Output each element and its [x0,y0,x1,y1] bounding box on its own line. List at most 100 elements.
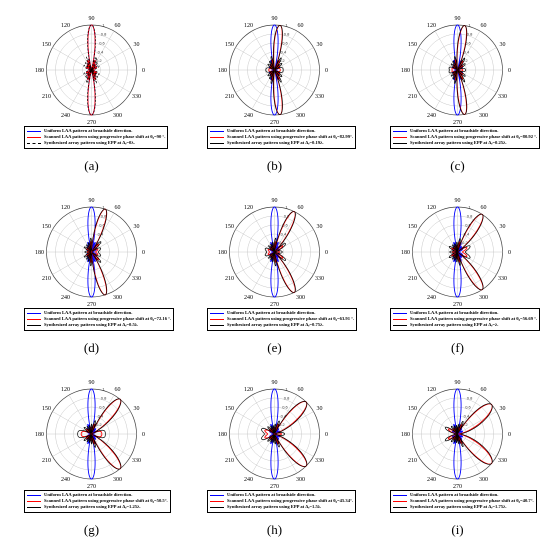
angle-tick-label: 0 [325,432,328,438]
radial-tick-label: 0.8 [467,214,473,219]
grid-spoke [235,69,275,93]
angle-tick-label: 210 [408,94,417,100]
radial-tick-label: 0.6 [99,222,105,227]
synthesized-pattern-line [83,208,108,296]
legend-label: Synthesized array pattern using EPP at Δ… [410,322,499,328]
polar-panel: 90 60 30 0 330 300 270 240 210 180 150 120 1 0.8 0.6 0.… [366,0,549,182]
legend-label: Uniform LAA pattern at broadside directi… [227,128,316,133]
panel-caption: (a) [84,158,99,173]
angle-tick-label: 240 [61,295,70,301]
angle-tick-label: 330 [315,94,324,100]
angle-tick-label: 60 [298,387,304,393]
synthesized-pattern-line [448,25,468,115]
radial-tick-label: 0.4 [464,413,470,418]
grid-spoke [251,69,275,110]
angle-tick-label: 30 [317,406,323,412]
panel-caption: (c) [450,158,465,173]
angle-tick-label: 300 [113,477,122,483]
angle-tick-label: 150 [42,42,51,48]
legend-swatch [393,325,407,326]
radial-tick-label: 0.6 [282,404,288,409]
legend-entry: Synthesized array pattern using EPP at Δ… [27,140,165,146]
legend-label: Synthesized array pattern using EPP at Δ… [44,504,141,510]
legend-entry: Synthesized array pattern using EPP at Δ… [27,504,168,510]
synthesized-pattern-line [444,403,493,465]
grid-spoke [457,411,497,435]
radial-tick-label: 0.6 [282,222,288,227]
legend-entry: Uniform LAA pattern at broadside directi… [210,492,353,498]
angle-tick-label: 30 [500,406,506,412]
grid-spoke [434,433,458,474]
angle-tick-label: 60 [298,23,304,29]
angle-tick-label: 180 [218,250,227,256]
radial-tick-label: 0.6 [465,404,471,409]
polar-panel: 90 60 30 0 330 300 270 240 210 180 150 120 1 0.8 0.6 0.… [366,182,549,364]
angle-tick-label: 60 [481,23,487,29]
legend-entry: Uniform LAA pattern at broadside directi… [27,128,165,134]
grid-spoke [418,229,458,253]
polar-panel: 90 60 30 0 330 300 270 240 210 180 150 120 1 0.8 0.6 0.… [183,0,366,182]
grid-spoke [251,30,275,71]
polar-panel: 90 60 30 0 330 300 270 240 210 180 150 120 1 0.8 0.6 0.… [183,364,366,546]
grid-spoke [457,69,497,93]
radial-tick-label: 1 [102,387,105,392]
angle-tick-label: 60 [115,205,121,211]
polar-panel: 90 60 30 0 330 300 270 240 210 180 150 120 1 0.8 0.6 0.… [366,364,549,546]
radial-tick-label: 0.2 [279,422,285,427]
synthesized-pattern-line [261,400,308,468]
legend-entry: Uniform LAA pattern at broadside directi… [393,492,534,498]
angle-tick-label: 90 [89,16,95,22]
angle-tick-label: 150 [408,406,417,412]
legend-entry: Synthesized array pattern using EPP at Δ… [210,504,353,510]
legend-entry: Uniform LAA pattern at broadside directi… [393,310,537,316]
grid-spoke [52,411,92,435]
radial-tick-label: 0.2 [279,58,285,63]
legend-swatch [210,325,224,326]
angle-tick-label: 90 [455,198,461,204]
radial-tick-label: 0.4 [464,49,470,54]
angle-tick-label: 180 [401,250,410,256]
synthesized-pattern-line [83,24,100,116]
angle-tick-label: 330 [498,276,507,282]
radial-tick-label: 0.8 [101,396,107,401]
polar-panel: 90 60 30 0 330 300 270 240 210 180 150 120 1 0.8 0.6 0.… [0,182,183,364]
angle-tick-label: 210 [42,458,51,464]
angle-tick-label: 210 [225,276,234,282]
legend-label: Synthesized array pattern using EPP at Δ… [410,140,507,146]
angle-tick-label: 330 [498,94,507,100]
legend-entry: Synthesized array pattern using EPP at Δ… [393,322,537,328]
angle-tick-label: 60 [298,205,304,211]
angle-tick-label: 240 [61,477,70,483]
legend-swatch [27,494,41,496]
legend: Uniform LAA pattern at broadside directi… [24,490,171,513]
radial-tick-label: 1 [468,23,471,28]
angle-tick-label: 270 [453,302,462,307]
angle-tick-label: 270 [453,484,462,489]
angle-tick-label: 210 [225,458,234,464]
angle-tick-label: 150 [408,42,417,48]
angle-tick-label: 150 [225,406,234,412]
grid-spoke [52,433,92,457]
angle-tick-label: 90 [455,380,461,386]
angle-tick-label: 120 [61,387,70,393]
legend-label: Scanned LAA pattern using progressive ph… [227,498,353,504]
grid-spoke [68,30,92,71]
legend-label: Scanned LAA pattern using progressive ph… [44,316,172,322]
angle-tick-label: 60 [481,387,487,393]
angle-tick-label: 90 [272,16,278,22]
legend-swatch [27,507,41,508]
angle-tick-label: 210 [408,276,417,282]
radial-tick-label: 0.8 [284,396,290,401]
grid-spoke [457,433,497,457]
angle-tick-label: 0 [325,250,328,256]
angle-tick-label: 0 [325,68,328,74]
angle-tick-label: 180 [218,68,227,74]
angle-tick-label: 240 [244,295,253,301]
legend: Uniform LAA pattern at broadside directi… [207,490,356,513]
synthesized-pattern-line [448,213,484,291]
legend-label: Scanned LAA pattern using progressive ph… [227,134,353,140]
angle-tick-label: 180 [35,432,44,438]
